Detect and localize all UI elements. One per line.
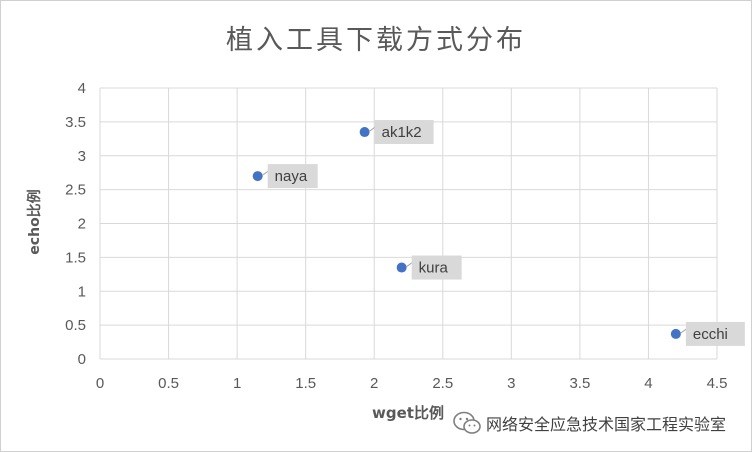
data-point — [252, 171, 263, 182]
data-point — [396, 262, 407, 273]
x-tick-label: 3.5 — [569, 375, 590, 392]
x-tick-label: 4 — [644, 375, 652, 392]
data-label: ak1k2 — [382, 124, 422, 141]
x-axis-title: wget比例 — [372, 404, 444, 422]
x-tick-label: 2 — [370, 375, 378, 392]
x-tick-label: 0 — [96, 375, 104, 392]
data-point — [670, 328, 681, 339]
data-label: kura — [419, 260, 449, 277]
data-point-group: ecchi — [670, 321, 745, 346]
data-point-group: naya — [252, 164, 318, 189]
x-tick-label: 1.5 — [295, 375, 316, 392]
y-tick-label: 3 — [78, 148, 86, 165]
data-label: naya — [275, 168, 308, 185]
data-point — [359, 127, 370, 138]
data-point-group: ak1k2 — [359, 120, 434, 145]
y-tick-label: 4 — [78, 80, 86, 97]
watermark-text: 网络安全应急技术国家工程实验室 — [485, 415, 726, 434]
data-point-group: kura — [396, 255, 462, 280]
gridlines — [99, 87, 718, 360]
y-tick-label: 0.5 — [65, 317, 86, 334]
y-tick-label: 2 — [78, 216, 86, 233]
y-tick-label: 1.5 — [65, 249, 86, 266]
data-label-box — [411, 255, 462, 280]
data-label: ecchi — [693, 326, 728, 343]
axis-ticks: 0 0.5 1 1.5 2 2.5 3 3.5 4 4.5 0 0.5 1 1.5 2 2.5 3 3.5 4 — [65, 80, 727, 392]
x-tick-label: 3 — [507, 375, 515, 392]
x-tick-label: 4.5 — [707, 375, 728, 392]
y-tick-label: 3.5 — [65, 114, 86, 131]
y-tick-label: 1 — [78, 283, 86, 300]
y-tick-label: 2.5 — [65, 182, 86, 199]
watermark: 网络安全应急技术国家工程实验室 — [447, 408, 730, 438]
x-tick-label: 2.5 — [432, 375, 453, 392]
y-tick-label: 0 — [78, 351, 86, 368]
x-tick-label: 0.5 — [158, 375, 179, 392]
chart-title: 植入工具下载方式分布 — [226, 25, 526, 56]
data-points: ak1k2 naya kura ecchi — [252, 120, 745, 346]
data-label-box — [374, 120, 434, 145]
wechat-icon — [453, 411, 481, 434]
data-label-box — [267, 164, 318, 189]
data-label-box — [685, 321, 745, 346]
x-tick-label: 1 — [233, 375, 241, 392]
